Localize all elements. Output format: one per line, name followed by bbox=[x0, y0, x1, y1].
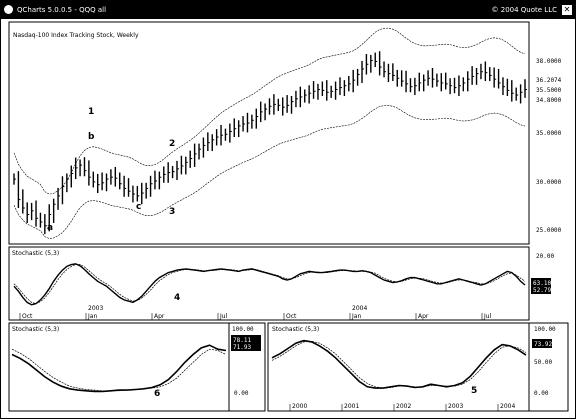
monthly-stoch-title: Stochastic (5,3) bbox=[272, 326, 319, 333]
window-title: QCharts 5.0.0.5 - QQQ all bbox=[17, 6, 107, 14]
weekly-x-year: 2004 bbox=[352, 305, 367, 312]
app-icon[interactable] bbox=[4, 5, 13, 14]
mstoch-value-box bbox=[532, 339, 552, 348]
title-bar: QCharts 5.0.0.5 - QQQ all © 2004 Quote L… bbox=[1, 1, 575, 19]
lstoch-value-1: 78.11 bbox=[233, 337, 251, 344]
left-stoch-series: 6 bbox=[11, 344, 227, 399]
wave-label-3: 3 bbox=[169, 207, 175, 217]
weekly-x-label: Jul bbox=[483, 313, 492, 320]
upper-band-line bbox=[13, 27, 526, 195]
wave-label-1: 1 bbox=[88, 107, 94, 117]
monthly-stoch-line-2 bbox=[271, 340, 527, 389]
left-stoch-line-1 bbox=[11, 344, 227, 393]
left-stoch-title: Stochastic (5,3) bbox=[12, 326, 59, 333]
wave-label-5: 5 bbox=[471, 386, 477, 396]
monthly-stoch-panel bbox=[267, 322, 569, 412]
wave-label-a: a bbox=[47, 223, 53, 233]
lstoch-value-box bbox=[231, 335, 261, 351]
weekly-x-label: Oct bbox=[22, 313, 33, 320]
lstoch-tick-0: 0.00 bbox=[234, 390, 249, 397]
weekly-stoch-line-2 bbox=[13, 264, 526, 304]
left-stoch-annotation: 6 bbox=[154, 389, 160, 399]
weekly-stoch-line-1 bbox=[13, 263, 526, 306]
weekly-x-label: Jul bbox=[219, 313, 228, 320]
wstoch-value-2: 52.79 bbox=[533, 287, 551, 294]
mstoch-tick-50: 50.00 bbox=[534, 359, 552, 366]
wave-label-2: 2 bbox=[169, 139, 175, 149]
price-axis-label-30: 30.0000 bbox=[536, 179, 562, 186]
copyright-text: © 2004 Quote LLC bbox=[491, 6, 557, 14]
price-series: 1 2 3 a b c bbox=[13, 27, 527, 239]
wstoch-value-box bbox=[531, 278, 551, 294]
monthly-stoch-series: 2000 2001 2002 2003 2004 bbox=[271, 339, 527, 411]
monthly-x-label: 2000 bbox=[292, 403, 307, 410]
monthly-x-label: 2004 bbox=[500, 403, 515, 410]
weekly-x-label: Apr bbox=[418, 313, 429, 320]
price-axis-label-25: 25.0000 bbox=[536, 227, 562, 234]
wstoch-value-1: 63.10 bbox=[533, 280, 551, 287]
weekly-x-year: 2003 bbox=[88, 305, 103, 312]
close-icon[interactable]: ✕ bbox=[562, 5, 572, 15]
lstoch-value-2: 71.93 bbox=[233, 344, 251, 351]
weekly-x-label: Jan bbox=[351, 313, 361, 320]
weekly-x-label: Oct bbox=[286, 313, 297, 320]
lstoch-tick-100: 100.00 bbox=[232, 326, 254, 333]
wave-label-b: b bbox=[88, 132, 95, 142]
price-tick-35: 38.0000 bbox=[536, 58, 562, 65]
weekly-x-label: Apr bbox=[154, 313, 165, 320]
price-tick-30: 36.2074 bbox=[536, 77, 562, 84]
left-stoch-panel bbox=[8, 322, 266, 412]
mstoch-tick-100: 100.00 bbox=[534, 326, 556, 333]
wave-label-c: c bbox=[136, 202, 141, 212]
mstoch-tick-0: 0.00 bbox=[534, 390, 549, 397]
monthly-x-label: 2002 bbox=[396, 403, 411, 410]
lower-band-line bbox=[13, 105, 526, 239]
price-tick-25: 35.5000 bbox=[536, 87, 562, 94]
price-panel-title: Nasdaq-100 Index Tracking Stock, Weekly bbox=[13, 32, 139, 39]
left-stoch-line-2 bbox=[11, 348, 227, 392]
price-tick-20: 34.8000 bbox=[536, 97, 562, 104]
wstoch-tick-20: 20.00 bbox=[536, 253, 554, 260]
price-axis-label-35: 35.0000 bbox=[536, 130, 562, 137]
monthly-x-label: 2003 bbox=[448, 403, 463, 410]
weekly-stoch-title: Stochastic (5,3) bbox=[12, 250, 59, 257]
weekly-x-label: Jan bbox=[87, 313, 97, 320]
wave-label-4: 4 bbox=[174, 293, 180, 303]
monthly-stoch-line-1 bbox=[271, 339, 527, 389]
monthly-x-label: 2001 bbox=[344, 403, 359, 410]
weekly-stoch-panel bbox=[8, 246, 530, 321]
mstoch-value: 73.92 bbox=[534, 341, 552, 348]
price-panel bbox=[8, 21, 530, 245]
